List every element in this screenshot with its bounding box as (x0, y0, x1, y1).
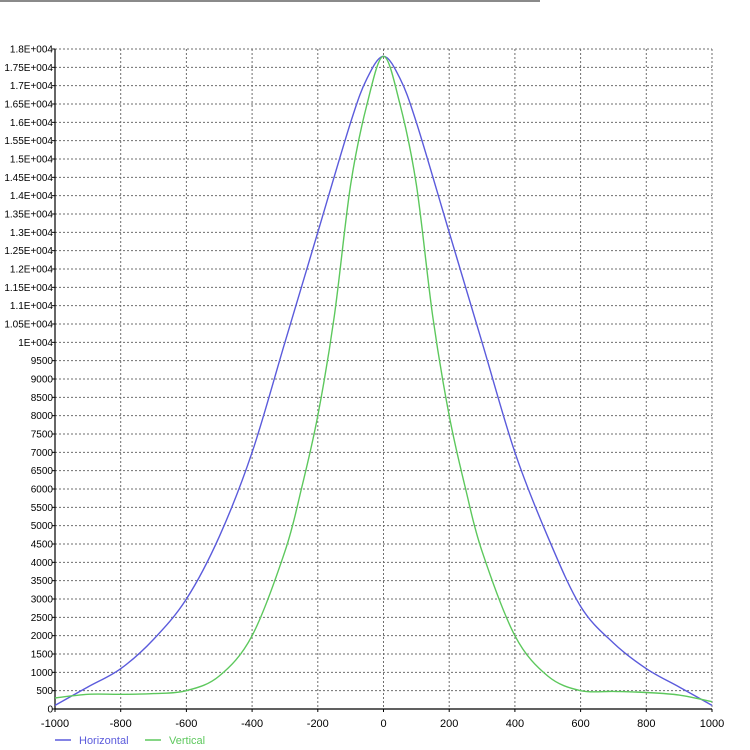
x-tick-label: 600 (571, 718, 589, 730)
x-tick-label: 1000 (700, 718, 724, 730)
x-tick-label: 400 (506, 718, 524, 730)
y-tick-label: 500 (36, 686, 53, 697)
y-tick-label: 4500 (31, 540, 54, 551)
y-tick-label: 3500 (31, 576, 54, 587)
y-tick-label: 7500 (31, 430, 54, 441)
y-tick-label: 1.2E+004 (10, 265, 54, 276)
y-tick-label: 1.55E+004 (4, 136, 53, 147)
y-tick-label: 1.05E+004 (4, 320, 53, 331)
y-tick-label: 0 (47, 705, 53, 716)
y-tick-label: 1.6E+004 (10, 118, 54, 129)
y-tick-label: 1E+004 (18, 338, 53, 349)
x-tick-label: 200 (440, 718, 458, 730)
y-tick-label: 1.45E+004 (4, 173, 53, 184)
y-tick-label: 9500 (31, 356, 54, 367)
y-tick-label: 6500 (31, 466, 54, 477)
y-tick-label: 1.65E+004 (4, 100, 53, 111)
y-tick-label: 2500 (31, 613, 54, 624)
x-tick-label: -1000 (41, 718, 69, 730)
y-tick-label: 8000 (31, 411, 54, 422)
y-tick-label: 2000 (31, 631, 54, 642)
legend-label-horizontal: Horizontal (79, 735, 129, 747)
y-tick-label: 1.8E+004 (10, 45, 54, 56)
y-tick-label: 6000 (31, 485, 54, 496)
x-tick-label: -400 (241, 718, 263, 730)
legend-label-vertical: Vertical (169, 735, 205, 747)
y-tick-label: 5500 (31, 503, 54, 514)
y-tick-label: 1000 (31, 668, 54, 679)
x-tick-label: 800 (637, 718, 655, 730)
x-tick-label: 0 (380, 718, 386, 730)
y-tick-label: 1.75E+004 (4, 63, 53, 74)
y-tick-label: 9000 (31, 375, 54, 386)
y-tick-label: 1500 (31, 650, 54, 661)
y-tick-label: 1.5E+004 (10, 155, 54, 166)
y-tick-label: 1.1E+004 (10, 301, 54, 312)
y-tick-label: 1.3E+004 (10, 228, 54, 239)
y-tick-label: 4000 (31, 558, 54, 569)
y-tick-label: 3000 (31, 595, 54, 606)
y-tick-label: 1.35E+004 (4, 210, 53, 221)
y-tick-label: 1.4E+004 (10, 191, 54, 202)
window-top-border (0, 0, 540, 2)
y-tick-label: 1.7E+004 (10, 81, 54, 92)
y-tick-label: 5000 (31, 521, 54, 532)
y-tick-label: 1.25E+004 (4, 246, 53, 257)
x-tick-label: -200 (307, 718, 329, 730)
y-tick-label: 8500 (31, 393, 54, 404)
y-tick-label: 7000 (31, 448, 54, 459)
series-line-vertical (54, 55, 713, 703)
x-tick-label: -800 (110, 718, 132, 730)
y-tick-label: 1.15E+004 (4, 283, 53, 294)
x-tick-label: -600 (175, 718, 197, 730)
